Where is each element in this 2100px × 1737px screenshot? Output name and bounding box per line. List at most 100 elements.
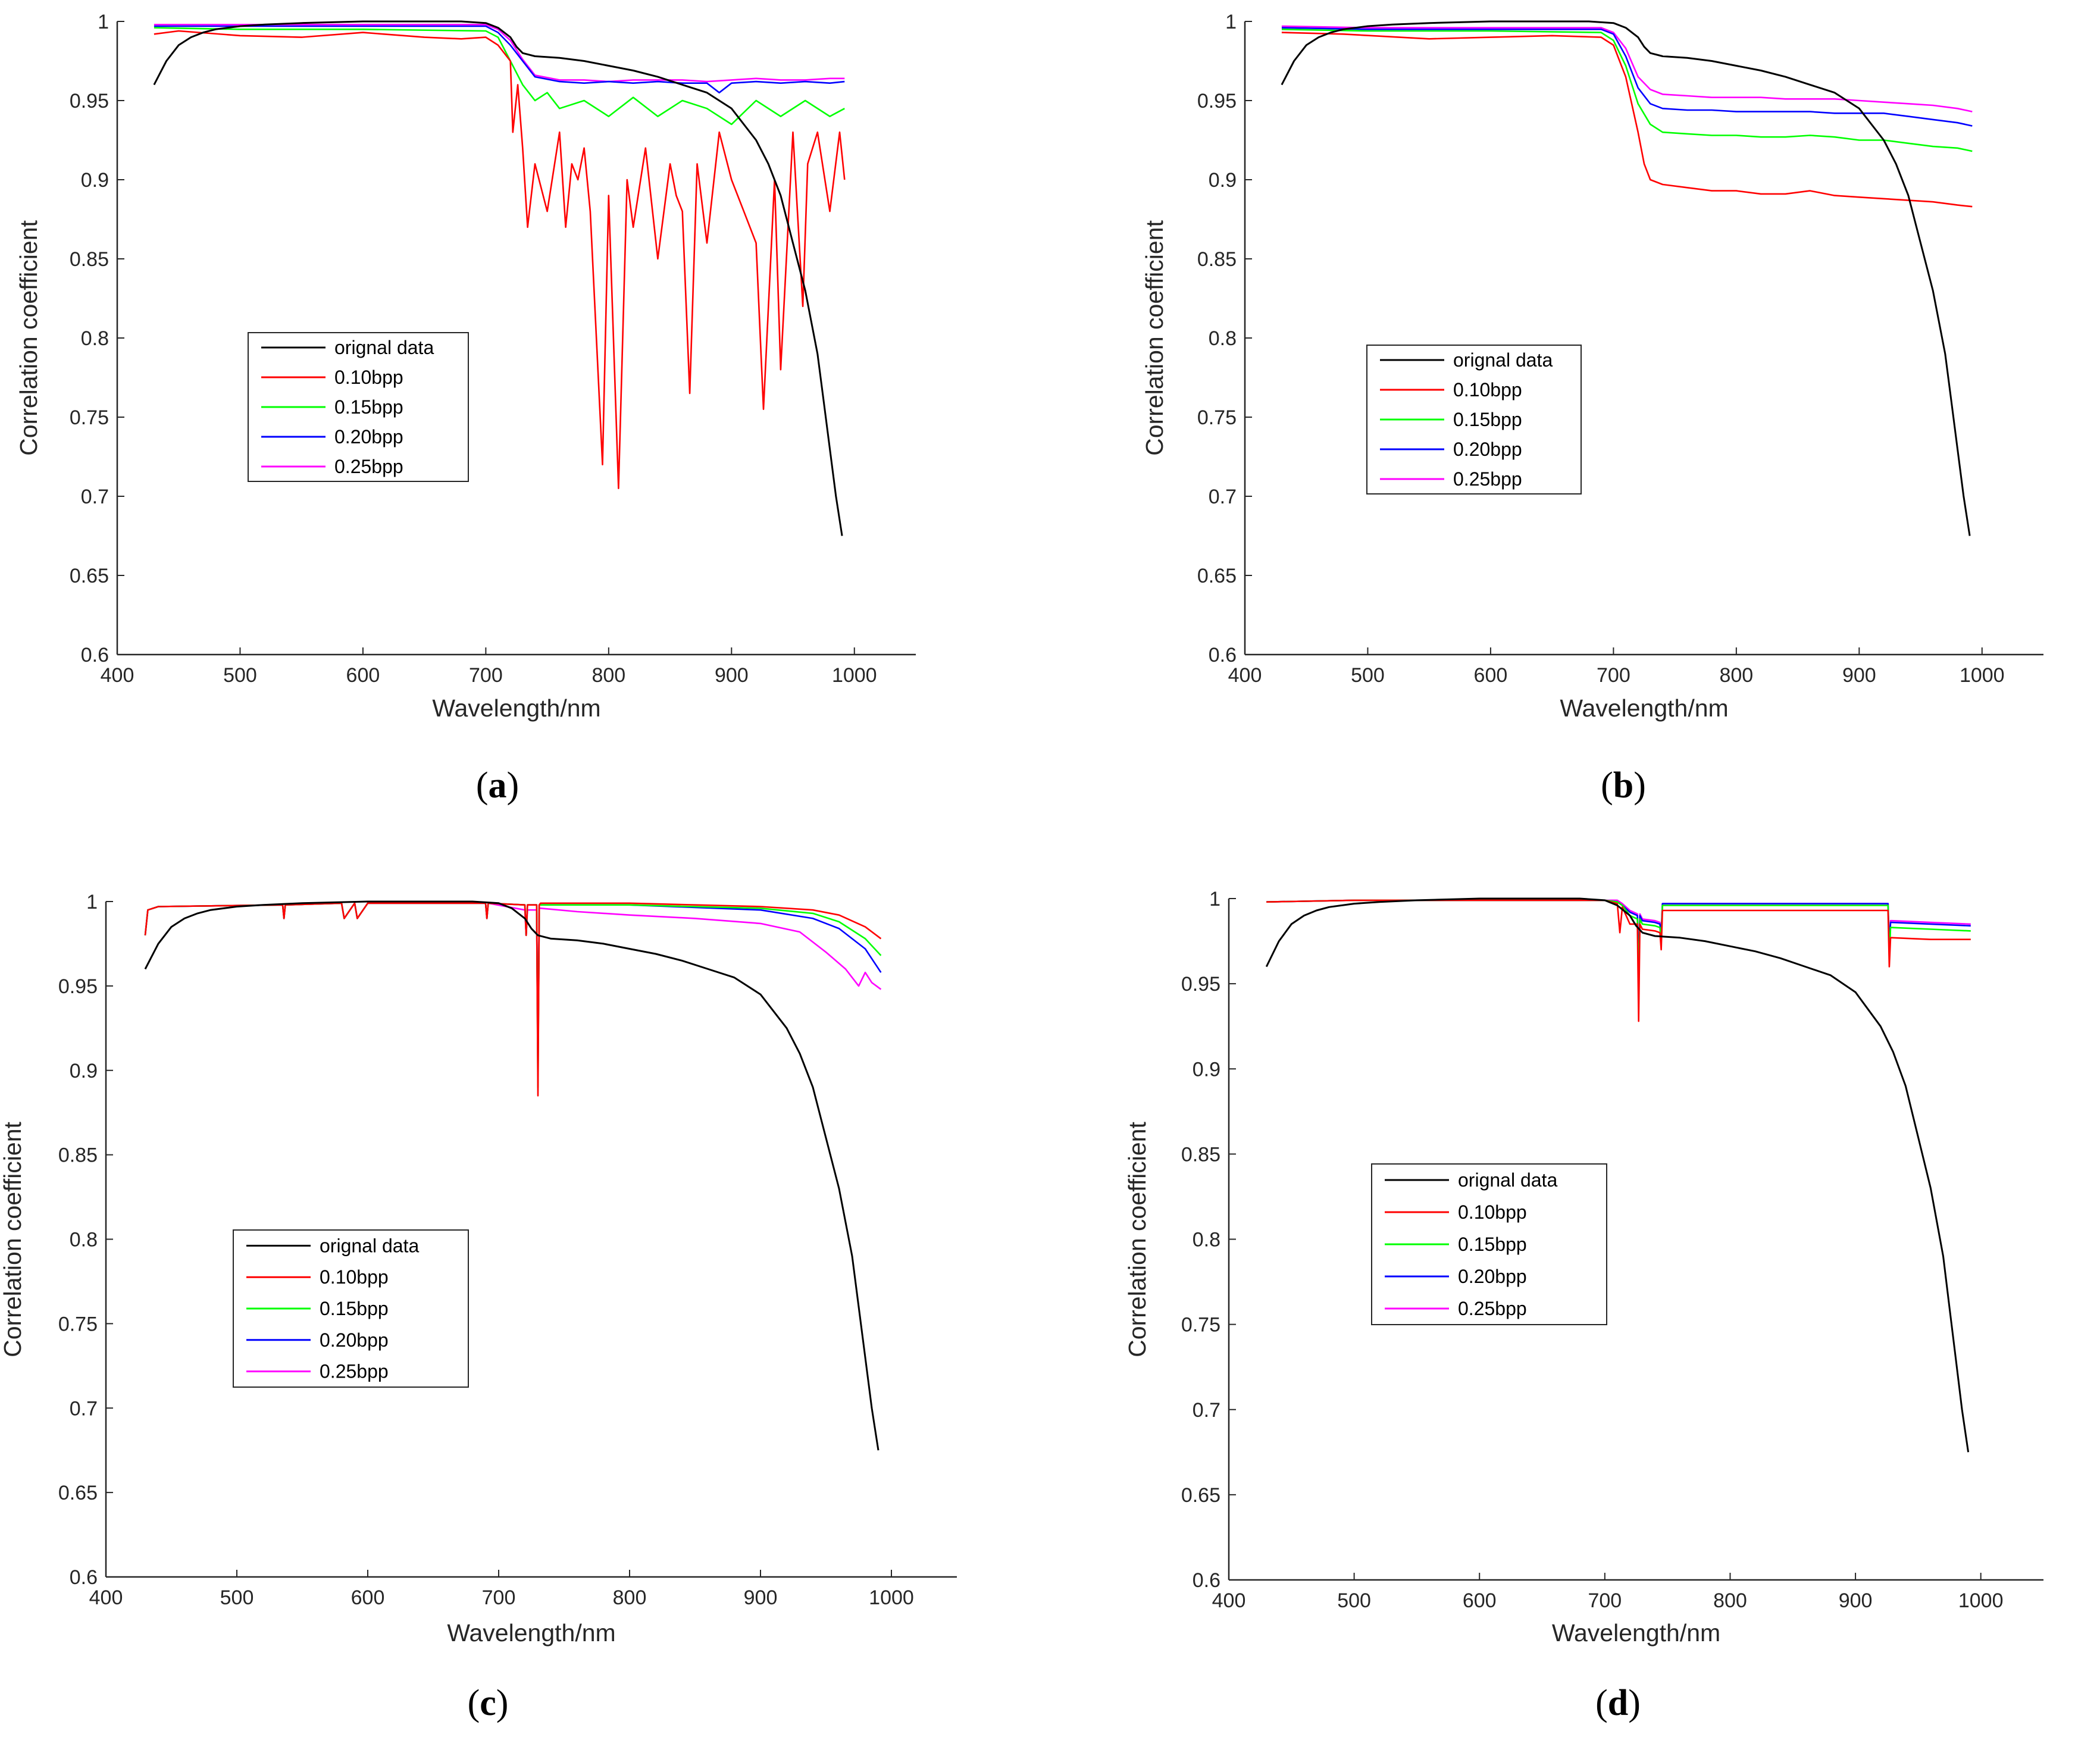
y-tick-label: 0.9 <box>70 1060 98 1082</box>
y-axis-label: Correlation coefficient <box>1141 220 1168 456</box>
x-tick-label: 800 <box>591 664 625 687</box>
caption-paren-open: ( <box>476 765 489 806</box>
legend-label-0-15bpp: 0.15bpp <box>1453 409 1522 430</box>
chart-panel-d: 400 500 600 700 800 900 1000 0.6 0.65 0.7 0.75 0.8 0… <box>1123 888 2043 1723</box>
y-tick-label: 0.9 <box>81 169 109 192</box>
y-tick-label: 0.95 <box>58 975 98 998</box>
x-tick-label: 600 <box>351 1586 385 1609</box>
caption-paren-open: ( <box>1601 765 1613 806</box>
y-tick-label: 0.95 <box>1197 90 1237 112</box>
y-tick-label: 0.65 <box>1197 565 1237 587</box>
series-line-0-10bpp <box>1281 32 1973 208</box>
legend: orignal data 0.10bpp 0.15bpp 0.20bpp 0.25bpp <box>1366 345 1582 495</box>
series-line-0-20bpp <box>154 25 845 93</box>
legend-label-0-10bpp: 0.10bpp <box>334 367 403 388</box>
y-tick-label: 0.75 <box>1197 406 1237 429</box>
x-tick-label: 500 <box>1351 664 1385 687</box>
caption-letter: a <box>489 765 507 806</box>
series-line-orignal-data <box>1265 897 1970 1453</box>
x-tick-label: 700 <box>1597 664 1630 687</box>
legend-label-0-20bpp: 0.20bpp <box>1453 439 1522 460</box>
legend-label-0-10bpp: 0.10bpp <box>320 1266 389 1288</box>
y-tick-label: 0.65 <box>70 565 109 587</box>
y-tick-label: 0.85 <box>1181 1143 1220 1166</box>
x-tick-label: 900 <box>1842 664 1876 687</box>
y-tick-label: 0.65 <box>1181 1484 1220 1507</box>
y-tick-label: 0.85 <box>58 1144 98 1167</box>
y-tick-label: 1 <box>86 891 98 913</box>
legend-label-0-20bpp: 0.20bpp <box>320 1329 389 1351</box>
series-line-0-25bpp <box>1281 25 1973 112</box>
legend-label-0-10bpp: 0.10bpp <box>1453 379 1522 400</box>
x-axis-label: Wavelength/nm <box>1552 1619 1720 1647</box>
y-tick-label: 0.8 <box>70 1229 98 1251</box>
legend-label-0-15bpp: 0.15bpp <box>334 396 403 418</box>
x-tick-label: 1000 <box>832 664 877 687</box>
y-tick-label: 0.7 <box>70 1397 98 1420</box>
x-tick-label: 600 <box>1474 664 1508 687</box>
y-tick-label: 0.6 <box>70 1566 98 1589</box>
y-tick-label: 0.8 <box>1209 327 1237 350</box>
y-tick-label: 0.95 <box>1181 973 1220 996</box>
y-tick-label: 0.75 <box>1181 1314 1220 1337</box>
y-tick-label: 0.65 <box>58 1482 98 1504</box>
legend-label-0-20bpp: 0.20bpp <box>334 426 403 447</box>
x-tick-label: 400 <box>101 664 134 687</box>
caption-paren-open: ( <box>468 1683 480 1723</box>
y-tick-label: 0.6 <box>81 644 109 666</box>
x-axis-label: Wavelength/nm <box>447 1619 615 1647</box>
y-axis-label: Correlation coefficient <box>0 1122 26 1357</box>
chart-panel-b: 400 500 600 700 800 900 1000 0.6 0.65 0.7 0.75 0.8 0… <box>1141 11 2043 806</box>
caption-paren-open: ( <box>1595 1683 1608 1723</box>
y-tick-label: 1 <box>98 11 109 33</box>
y-tick-label: 0.7 <box>81 486 109 508</box>
x-tick-label: 500 <box>220 1586 254 1609</box>
legend-label-0-25bpp: 0.25bpp <box>1453 468 1522 490</box>
y-tick-label: 0.8 <box>1193 1229 1220 1251</box>
x-tick-label: 400 <box>89 1586 123 1609</box>
x-tick-label: 800 <box>1719 664 1753 687</box>
series-line-0-20bpp <box>1281 27 1973 127</box>
x-tick-label: 500 <box>1337 1589 1371 1612</box>
legend: orignal data 0.10bpp 0.15bpp 0.20bpp 0.25bpp <box>248 332 469 482</box>
legend-label-0-15bpp: 0.15bpp <box>1458 1234 1527 1255</box>
panel-caption: (b) <box>1601 765 1646 806</box>
chart-panel-c: 400 500 600 700 800 900 1000 0.6 0.65 0.7 0.75 0.8 0… <box>0 891 957 1723</box>
legend-label-0-15bpp: 0.15bpp <box>320 1298 389 1319</box>
x-tick-label: 400 <box>1228 664 1262 687</box>
y-axis-label: Correlation coefficient <box>1123 1122 1151 1357</box>
x-tick-label: 600 <box>346 664 380 687</box>
x-tick-label: 1000 <box>1958 1589 2004 1612</box>
series-line-0-10bpp <box>1266 899 1971 1022</box>
legend-label-orignal-data: orignal data <box>320 1235 419 1256</box>
x-tick-label: 900 <box>1839 1589 1873 1612</box>
legend-label-0-20bpp: 0.20bpp <box>1458 1266 1527 1287</box>
series-line-0-15bpp <box>1281 29 1973 152</box>
x-tick-label: 800 <box>1713 1589 1747 1612</box>
x-tick-label: 400 <box>1212 1589 1246 1612</box>
caption-paren-close: ) <box>1633 765 1646 806</box>
y-tick-label: 1 <box>1225 11 1237 33</box>
series-line-0-15bpp <box>154 27 845 126</box>
x-tick-label: 600 <box>1463 1589 1497 1612</box>
legend-label-0-10bpp: 0.10bpp <box>1458 1201 1527 1223</box>
legend: orignal data 0.10bpp 0.15bpp 0.20bpp 0.25bpp <box>1371 1163 1607 1325</box>
chart-panel-a: 400 500 600 700 800 900 1000 0.6 0.65 0.7 0.75 0.8 0… <box>15 11 916 806</box>
series-line-orignal-data <box>153 20 843 536</box>
x-axis-label: Wavelength/nm <box>432 694 600 722</box>
legend-label-0-25bpp: 0.25bpp <box>320 1361 389 1382</box>
series-line-orignal-data <box>144 900 880 1451</box>
caption-paren-close: ) <box>1628 1683 1641 1723</box>
panel-caption: (c) <box>468 1683 509 1723</box>
x-tick-label: 800 <box>613 1586 647 1609</box>
y-tick-label: 0.75 <box>70 406 109 429</box>
x-tick-label: 900 <box>744 1586 778 1609</box>
y-tick-label: 0.95 <box>70 90 109 112</box>
x-tick-label: 700 <box>482 1586 516 1609</box>
x-tick-label: 1000 <box>869 1586 914 1609</box>
y-tick-label: 1 <box>1209 888 1220 910</box>
legend-label-0-25bpp: 0.25bpp <box>334 456 403 477</box>
caption-letter: d <box>1608 1683 1628 1723</box>
y-tick-label: 0.6 <box>1209 644 1237 666</box>
